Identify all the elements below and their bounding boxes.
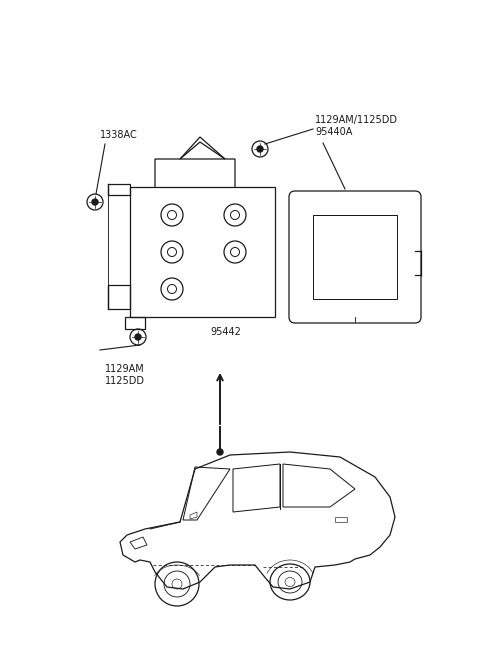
Text: 1129AM: 1129AM (105, 364, 145, 374)
Circle shape (217, 449, 223, 455)
Circle shape (92, 199, 98, 205)
Circle shape (135, 334, 141, 340)
Circle shape (257, 146, 263, 152)
Bar (313, 215, 397, 299)
Text: 95440A: 95440A (315, 127, 352, 137)
Text: 1338AC: 1338AC (100, 130, 138, 140)
Text: 1125DD: 1125DD (105, 376, 145, 386)
Text: 1129AM/1125DD: 1129AM/1125DD (315, 115, 398, 125)
Text: 95442: 95442 (210, 327, 241, 337)
